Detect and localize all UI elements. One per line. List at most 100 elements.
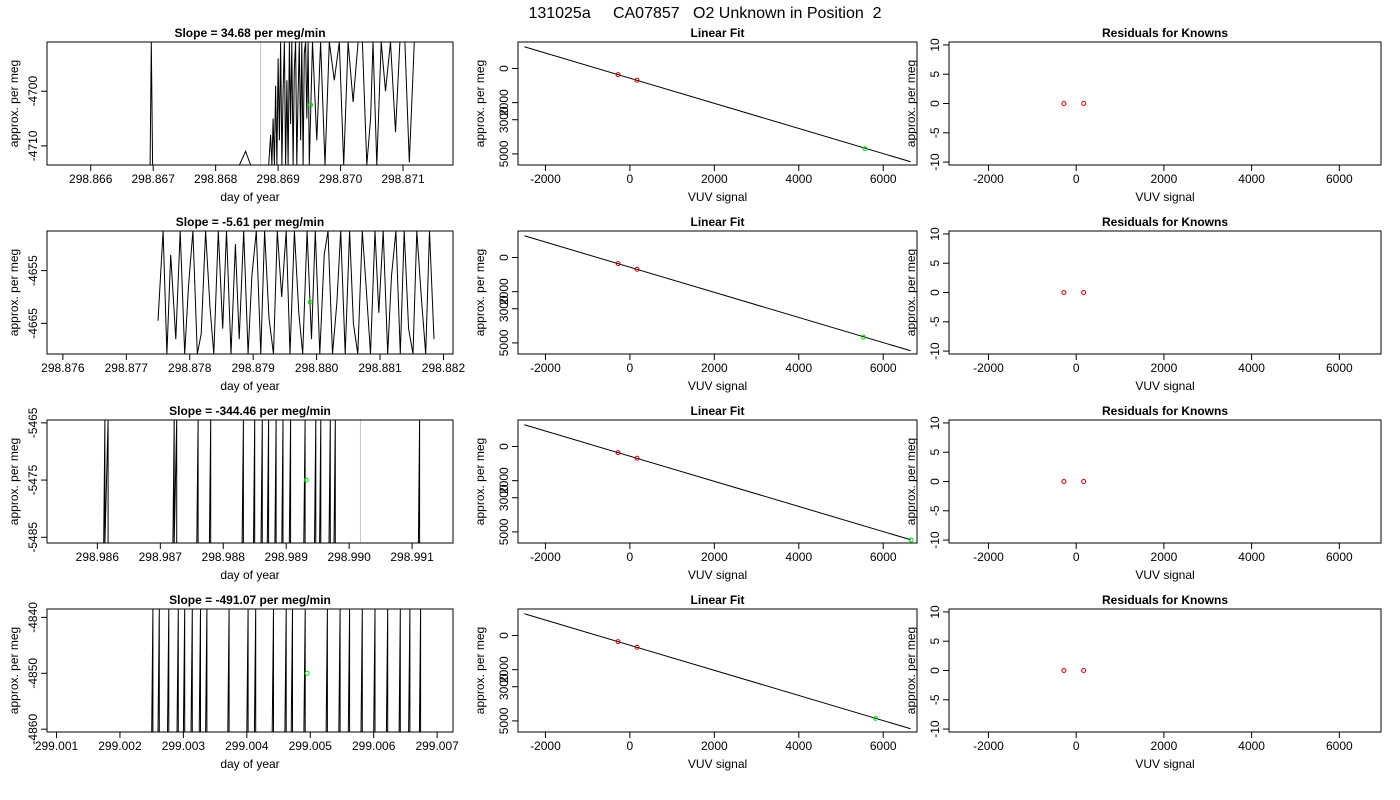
unknown-point [860, 334, 866, 340]
x-tick-label: 2000 [1151, 739, 1178, 753]
plot-frame [517, 608, 918, 733]
x-tick-label: 298.991 [390, 550, 434, 564]
y-tick-label: -4665 [26, 308, 40, 339]
x-tick-label: 2000 [701, 739, 728, 753]
known-point [615, 639, 621, 645]
y-tick-label: 5 [928, 71, 942, 78]
x-tick-label: 2000 [1151, 172, 1178, 186]
plot-frame [46, 608, 454, 733]
x-tick-label: 6000 [870, 739, 897, 753]
y-axis-label: approx. per meg [473, 438, 487, 525]
x-tick-label: 4000 [785, 739, 812, 753]
y-tick-label: 5 [928, 638, 942, 645]
x-tick-label: 0 [627, 361, 634, 375]
plot-frame [948, 608, 1382, 733]
x-tick-label: 298.987 [139, 550, 183, 564]
plot-frame [517, 230, 918, 355]
x-tick-label: 298.990 [327, 550, 371, 564]
y-tick-label: 0 [497, 632, 511, 639]
y-tick-label: 10 [928, 38, 942, 52]
plot-area [524, 613, 911, 730]
y-axis-label: approx. per meg [904, 60, 918, 147]
y-tick-label: 5000 [497, 707, 511, 734]
y-tick-label: -5 [928, 505, 942, 516]
x-axis-label: VUV signal [1135, 568, 1194, 582]
known-point [1061, 668, 1067, 673]
x-axis-label: VUV signal [1135, 757, 1194, 771]
panel-residuals-row-2: Residuals for Knowns -2000 0 2000 4000 6000 10… [904, 215, 1382, 393]
y-axis-label: approx. per meg [904, 438, 918, 525]
x-tick-label: 6000 [1326, 361, 1353, 375]
plot-area [524, 46, 911, 163]
panel-title: Linear Fit [690, 26, 744, 40]
y-tick-label: -4655 [26, 255, 40, 286]
y-tick-label: 5000 [497, 518, 511, 545]
panel-fit-row-3: Linear Fit-2000 0 2000 4000 6000020003000500… [473, 404, 918, 582]
panel-fit-row-4: Linear Fit-2000 0 2000 4000 6000020003000500… [473, 593, 918, 771]
panel-title: Slope = -344.46 per meg/min [169, 404, 331, 418]
x-tick-label: 299.005 [289, 739, 333, 753]
x-tick-label: 0 [627, 550, 634, 564]
x-tick-label: 298.871 [381, 172, 425, 186]
x-tick-label: -2000 [530, 361, 561, 375]
panel-title: Linear Fit [690, 215, 744, 229]
x-axis-label: day of year [220, 190, 279, 204]
plot-frame [948, 230, 1382, 355]
y-axis-label: approx. per meg [904, 627, 918, 714]
plot-area [524, 235, 911, 352]
y-tick-label: -5 [928, 694, 942, 705]
x-axis-label: day of year [220, 568, 279, 582]
x-tick-label: -2000 [530, 739, 561, 753]
known-point [615, 450, 621, 456]
trace-line [103, 420, 423, 543]
plot-frame [948, 41, 1382, 166]
panel-slope-row-2: Slope = -5.61 per meg/min 298.876 298.877 2… [7, 215, 465, 393]
known-point [1081, 668, 1087, 673]
x-tick-label: 6000 [870, 172, 897, 186]
fit-line [524, 613, 911, 730]
x-axis-label: day of year [220, 379, 279, 393]
unknown-point [307, 299, 313, 305]
y-tick-label: -10 [928, 342, 942, 360]
panel-grid: Slope = 34.68 per meg/min 298.866 298.867 2… [7, 26, 1382, 771]
y-tick-label: 0 [928, 100, 942, 107]
trace-line [149, 42, 415, 165]
panel-title: Residuals for Knowns [1102, 593, 1228, 607]
y-tick-label: 10 [928, 605, 942, 619]
x-tick-label: 2000 [701, 550, 728, 564]
y-tick-label: 10 [928, 416, 942, 430]
x-axis-label: VUV signal [688, 568, 747, 582]
y-axis-label: approx. per meg [904, 249, 918, 336]
y-tick-label: 2000 [497, 89, 511, 116]
fit-line [524, 424, 911, 541]
panel-residuals-row-4: Residuals for Knowns -2000 0 2000 4000 6000 10… [904, 593, 1382, 771]
unknown-point [308, 102, 314, 108]
plot-area [103, 420, 423, 543]
x-tick-label: 298.866 [69, 172, 113, 186]
plot-area [1061, 479, 1087, 484]
x-tick-label: 298.986 [76, 550, 120, 564]
x-tick-label: 0 [1073, 739, 1080, 753]
plot-frame [517, 41, 918, 166]
fit-line [524, 46, 911, 163]
y-axis-label: approx. per meg [7, 249, 21, 336]
y-tick-label: 0 [928, 478, 942, 485]
y-tick-label: -4710 [26, 130, 40, 161]
y-tick-label: -5 [928, 316, 942, 327]
y-tick-label: 3000 [497, 484, 511, 511]
y-tick-label: -5 [928, 127, 942, 138]
x-tick-label: 2000 [1151, 361, 1178, 375]
x-tick-label: 298.880 [295, 361, 339, 375]
known-point [615, 72, 621, 78]
x-tick-label: 4000 [785, 172, 812, 186]
x-axis-label: VUV signal [688, 757, 747, 771]
unknown-point [908, 537, 914, 543]
known-point [1081, 479, 1087, 484]
x-tick-label: -2000 [973, 361, 1004, 375]
y-tick-label: -4840 [26, 602, 40, 633]
panel-fit-row-1: Linear Fit-2000 0 2000 4000 6000020003000500… [473, 26, 918, 204]
x-axis-label: VUV signal [1135, 190, 1194, 204]
x-tick-label: 4000 [785, 361, 812, 375]
plot-frame [46, 419, 454, 544]
panel-fit-row-2: Linear Fit-2000 0 2000 4000 6000020003000500… [473, 215, 918, 393]
